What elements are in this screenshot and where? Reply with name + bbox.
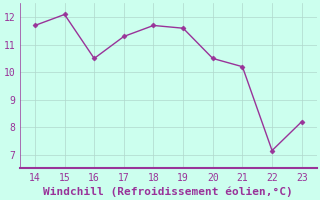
X-axis label: Windchill (Refroidissement éolien,°C): Windchill (Refroidissement éolien,°C) (44, 186, 293, 197)
